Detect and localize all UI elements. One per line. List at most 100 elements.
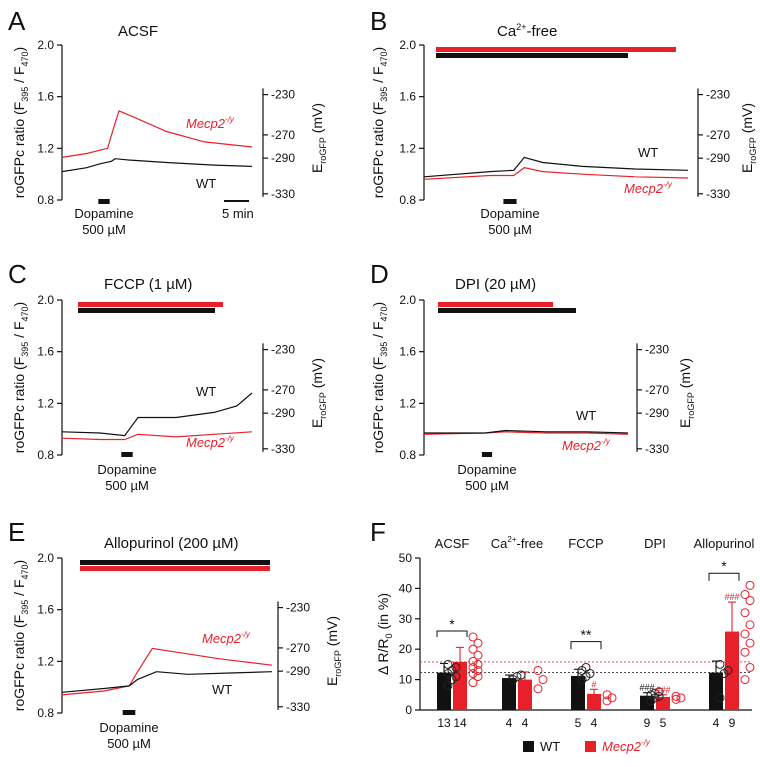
wt-trace-label: WT — [196, 176, 216, 191]
mecp2-data-point — [602, 690, 612, 700]
trace-plot-a: 0.8 1.2 1.6 2.0 roGFPc ratio (F395 / F470) -2… — [11, 38, 328, 237]
bar-mecp2 — [518, 679, 532, 710]
dopamine-bar — [481, 452, 493, 457]
e-axis-label: EroGFP (mV) — [677, 358, 696, 428]
condition-label-c: FCCP (1 µM) — [104, 276, 192, 293]
bar-wt — [502, 678, 516, 710]
n-label: 14 — [453, 716, 467, 730]
mecp2-data-point — [468, 678, 478, 688]
treatment-bar-mecp2 — [78, 302, 223, 307]
treatment-bar-mecp2 — [80, 566, 270, 571]
mecp2-data-point — [533, 665, 543, 675]
y-tick-label: 1.2 — [37, 654, 54, 668]
y-tick-label: 0.8 — [37, 448, 54, 462]
mecp2-data-point — [473, 659, 483, 669]
time-scale-label: 5 min — [222, 206, 254, 221]
chart-marks: 0.8 1.2 1.6 2.0 roGFPc ratio (F395 / F470) -2… — [11, 38, 758, 754]
bar-mecp2 — [453, 661, 467, 710]
dopamine-label: Dopamine — [457, 462, 516, 477]
panel-f: F — [370, 517, 386, 547]
significance-bracket — [570, 641, 602, 650]
trace-plot-c: 0.8 1.2 1.6 2.0 roGFPc ratio (F395 / F470) -2… — [11, 293, 328, 493]
y-tick-label: 1.2 — [37, 141, 54, 155]
panel-letter-c: C — [8, 259, 27, 289]
y-tick-label: 0.8 — [37, 193, 54, 207]
mecp2-trace-label: Mecp2-/y — [202, 630, 251, 646]
hash-mark: ### — [639, 683, 654, 693]
panel-letter-d: D — [370, 259, 389, 289]
condition-label-a: ACSF — [118, 23, 158, 40]
e-axis-label: EroGFP (mV) — [324, 616, 343, 686]
dopamine-bar — [503, 199, 517, 204]
y-tick-label: 0.8 — [37, 706, 54, 720]
trace-mecp2 — [61, 431, 253, 441]
e-tick-label: -290 — [271, 151, 295, 165]
mecp2-data-point — [473, 672, 483, 682]
f-y-tick-label: 0 — [405, 703, 412, 717]
e-tick-label: -330 — [286, 700, 310, 714]
n-label: 4 — [591, 716, 598, 730]
mecp2-data-point — [468, 669, 478, 679]
dopamine-label: Dopamine — [97, 462, 156, 477]
trace-plot-d: 0.8 1.2 1.6 2.0 roGFPc ratio (F395 / F470) -2… — [370, 293, 696, 493]
wt-data-point — [451, 662, 461, 672]
e-axis-label: EroGFP (mV) — [309, 358, 328, 428]
trace-wt — [424, 429, 629, 434]
trace-mecp2 — [61, 110, 253, 158]
panel-letter-b: B — [370, 6, 387, 36]
hash-mark: ### — [724, 592, 739, 602]
y-tick-label: 1.2 — [399, 396, 416, 410]
mecp2-data-point — [671, 694, 681, 704]
f-y-tick-label: 30 — [399, 612, 413, 626]
wt-data-point — [585, 669, 595, 679]
wt-data-point — [646, 690, 656, 700]
trace-plot-b: 0.8 1.2 1.6 2.0 roGFPc ratio (F395 / F470) -2… — [370, 38, 758, 237]
treatment-bar-mecp2 — [438, 302, 553, 307]
wt-data-point — [443, 681, 453, 691]
bar-wt — [709, 672, 723, 710]
category-label: Ca2+-free — [491, 535, 543, 551]
e-axis-label: EroGFP (mV) — [739, 103, 758, 173]
panel-b: B Ca2+-free — [370, 6, 557, 40]
n-label: 9 — [644, 716, 651, 730]
y-tick-label: 2.0 — [399, 38, 416, 52]
significance-label: * — [449, 616, 455, 632]
wt-trace-label: WT — [196, 384, 216, 399]
mecp2-data-point — [473, 638, 483, 648]
hash-mark: ### — [655, 685, 670, 695]
trace-mecp2 — [423, 167, 689, 180]
f-y-tick-label: 10 — [399, 673, 413, 687]
e-tick-label: -330 — [271, 187, 295, 201]
y-tick-label: 1.6 — [399, 345, 416, 359]
f-y-axis-label: Δ R/R0 (in %) — [375, 593, 394, 675]
mecp2-data-point — [473, 665, 483, 675]
panel-d: D DPI (20 µM) — [370, 259, 536, 293]
mecp2-data-point — [740, 629, 750, 639]
e-tick-label: -230 — [645, 343, 669, 357]
treatment-bar-mecp2 — [436, 47, 676, 52]
e-tick-label: -270 — [286, 641, 310, 655]
mecp2-data-point — [607, 693, 617, 703]
f-y-tick-label: 40 — [399, 581, 413, 595]
f-y-tick-label: 20 — [399, 642, 413, 656]
bar-mecp2 — [656, 696, 670, 710]
category-label: FCCP — [568, 536, 603, 551]
e-tick-label: -230 — [286, 601, 310, 615]
e-tick-label: -230 — [706, 88, 730, 102]
y-tick-label: 0.8 — [399, 448, 416, 462]
panel-c: C FCCP (1 µM) — [8, 259, 192, 293]
wt-data-point — [715, 693, 725, 703]
n-label: 5 — [575, 716, 582, 730]
n-label: 9 — [729, 716, 736, 730]
panel-letter-f: F — [370, 517, 386, 547]
mecp2-data-point — [676, 693, 686, 703]
category-label: Allopurinol — [694, 536, 755, 551]
y-tick-label: 0.8 — [399, 193, 416, 207]
mecp2-data-point — [740, 675, 750, 685]
dopamine-bar — [98, 199, 110, 204]
legend-label-mecp2: Mecp2-/y — [602, 738, 651, 754]
wt-trace-label: WT — [638, 145, 658, 160]
panel-a: A ACSF 5 min — [8, 6, 254, 221]
mecp2-data-point — [745, 662, 755, 672]
